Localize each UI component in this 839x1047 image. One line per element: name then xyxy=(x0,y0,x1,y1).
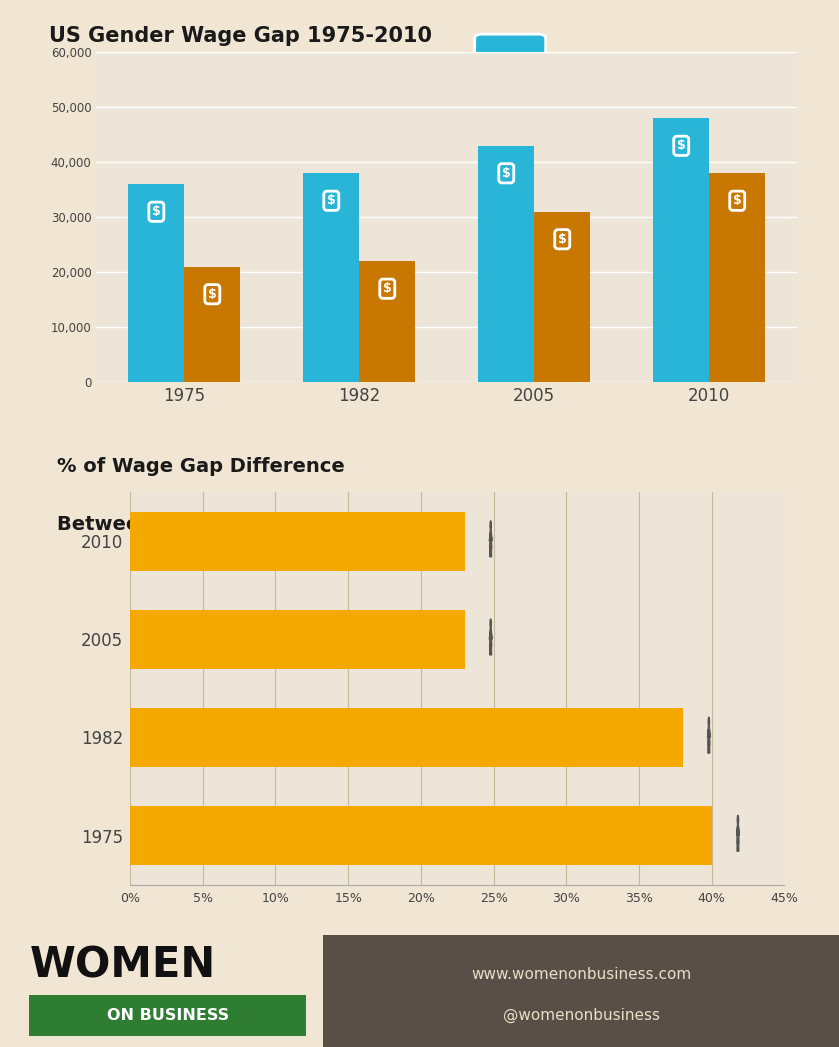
Polygon shape xyxy=(737,836,739,843)
FancyBboxPatch shape xyxy=(18,438,821,932)
Text: $: $ xyxy=(208,288,216,300)
Circle shape xyxy=(103,520,105,531)
Bar xyxy=(130,806,711,865)
Circle shape xyxy=(708,717,710,727)
Bar xyxy=(128,184,185,382)
Bar xyxy=(130,512,465,571)
Circle shape xyxy=(490,521,492,530)
FancyBboxPatch shape xyxy=(18,9,821,428)
Text: www.womenonbusiness.com: www.womenonbusiness.com xyxy=(472,966,691,982)
Bar xyxy=(323,935,839,1047)
Text: $: $ xyxy=(327,195,336,207)
Polygon shape xyxy=(708,727,710,737)
Bar xyxy=(654,118,709,382)
Circle shape xyxy=(103,815,105,825)
Text: $: $ xyxy=(502,166,511,180)
Text: $: $ xyxy=(732,195,742,207)
Text: @womenonbusiness: @womenonbusiness xyxy=(503,1008,660,1023)
Polygon shape xyxy=(490,628,492,640)
Text: $: $ xyxy=(677,139,685,152)
Polygon shape xyxy=(103,531,105,543)
Bar xyxy=(29,996,306,1035)
Polygon shape xyxy=(103,728,105,739)
Bar xyxy=(359,262,415,382)
Text: Between Men & Woman by Decade: Between Men & Woman by Decade xyxy=(57,515,440,534)
Text: Women's Salary for Same Position: Women's Salary for Same Position xyxy=(554,142,768,156)
FancyBboxPatch shape xyxy=(475,35,545,99)
Circle shape xyxy=(103,717,105,727)
Polygon shape xyxy=(490,541,492,549)
Polygon shape xyxy=(490,531,492,541)
Text: $: $ xyxy=(558,232,566,246)
Bar xyxy=(709,173,765,382)
Polygon shape xyxy=(103,825,105,838)
Bar xyxy=(534,211,591,382)
FancyBboxPatch shape xyxy=(475,116,545,182)
Circle shape xyxy=(490,619,492,628)
Text: Men's Salary: Men's Salary xyxy=(554,61,633,73)
Polygon shape xyxy=(737,825,738,836)
Text: ON BUSINESS: ON BUSINESS xyxy=(107,1008,229,1023)
Text: $: $ xyxy=(506,61,514,73)
Text: $: $ xyxy=(506,142,514,156)
Text: $: $ xyxy=(152,205,161,218)
Bar xyxy=(478,146,534,382)
Polygon shape xyxy=(708,737,710,744)
Bar xyxy=(303,173,359,382)
Text: % of Wage Gap Difference: % of Wage Gap Difference xyxy=(57,458,345,476)
Circle shape xyxy=(103,619,105,628)
Polygon shape xyxy=(103,629,105,642)
Bar xyxy=(130,708,683,766)
Circle shape xyxy=(737,816,738,824)
Polygon shape xyxy=(490,640,492,647)
Text: $: $ xyxy=(383,283,392,295)
Text: US Gender Wage Gap 1975-2010: US Gender Wage Gap 1975-2010 xyxy=(49,26,432,46)
Bar xyxy=(185,267,240,382)
Bar xyxy=(130,609,465,669)
Text: WOMEN: WOMEN xyxy=(29,944,216,986)
